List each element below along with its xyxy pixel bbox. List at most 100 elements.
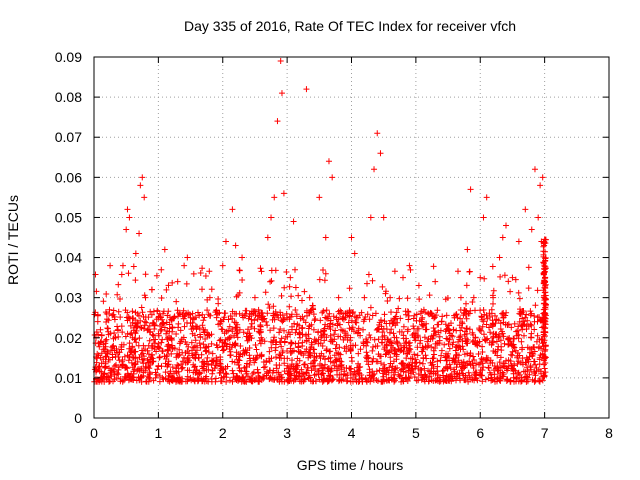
y-tick-label: 0.01: [55, 370, 82, 386]
data-point: [274, 118, 281, 125]
data-point: [145, 342, 152, 349]
roti-scatter-cloud: [91, 236, 549, 385]
y-tick-label: 0.08: [55, 89, 82, 105]
data-point: [377, 150, 384, 157]
data-point: [136, 230, 143, 237]
data-point: [387, 294, 394, 301]
data-point: [303, 86, 310, 93]
data-point: [174, 278, 181, 285]
data-point: [499, 234, 506, 241]
x-tick-label: 6: [476, 425, 484, 441]
data-point: [168, 350, 175, 357]
data-point: [509, 274, 516, 281]
y-tick-label: 0.09: [55, 49, 82, 65]
data-point: [335, 294, 342, 301]
data-point: [457, 294, 464, 301]
y-tick-label: 0.02: [55, 330, 82, 346]
data-point: [229, 206, 236, 213]
data-point: [480, 214, 487, 221]
data-point: [503, 222, 509, 229]
chart-title: Day 335 of 2016, Rate Of TEC Index for r…: [184, 18, 516, 34]
data-point: [184, 254, 191, 261]
data-point: [132, 250, 139, 257]
data-point: [490, 294, 497, 301]
data-point: [268, 214, 275, 221]
data-point: [278, 90, 285, 97]
data-point: [284, 314, 291, 321]
data-point: [115, 366, 122, 373]
x-tick-label: 0: [90, 425, 98, 441]
data-point: [239, 254, 246, 261]
data-point: [226, 334, 233, 341]
data-point: [351, 250, 358, 257]
data-point: [531, 166, 538, 173]
data-point: [309, 302, 316, 309]
data-point: [245, 334, 252, 341]
data-point: [348, 234, 355, 241]
roti-background-marks: [91, 236, 549, 385]
x-tick-label: 8: [605, 425, 613, 441]
data-point: [181, 262, 188, 269]
data-point: [371, 166, 378, 173]
data-point: [464, 246, 471, 253]
data-point: [419, 314, 426, 321]
data-point: [139, 174, 146, 181]
data-point: [432, 278, 439, 285]
x-tick-label: 5: [412, 425, 420, 441]
data-point: [129, 334, 136, 341]
data-point: [393, 334, 400, 341]
data-point: [470, 294, 477, 301]
data-point: [438, 318, 445, 325]
data-point: [374, 130, 381, 137]
data-point: [541, 314, 548, 321]
data-point: [483, 194, 490, 201]
data-point: [528, 226, 535, 233]
data-point: [206, 294, 213, 301]
data-point: [316, 194, 323, 201]
data-point: [477, 274, 484, 281]
data-point: [539, 174, 546, 181]
data-point: [306, 294, 313, 301]
data-point: [290, 218, 297, 225]
data-point: [467, 186, 474, 193]
y-tick-label: 0.04: [55, 250, 82, 266]
x-tick-label: 2: [219, 425, 227, 441]
axis-ticks: [93, 56, 610, 419]
data-point: [258, 314, 265, 321]
data-point: [400, 274, 406, 281]
data-point: [94, 350, 101, 357]
data-point: [297, 334, 303, 341]
data-point: [445, 350, 452, 357]
data-point: [325, 158, 332, 165]
y-tick-label: 0.03: [55, 290, 82, 306]
data-point: [535, 214, 542, 221]
data-point: [213, 354, 220, 361]
roti-data-points: [94, 58, 548, 373]
data-point: [406, 262, 413, 269]
data-point: [232, 242, 239, 249]
data-point: [219, 262, 226, 269]
data-point: [367, 214, 374, 221]
data-point: [187, 314, 194, 321]
data-point: [235, 350, 242, 357]
data-point: [380, 214, 387, 221]
y-axis-label: ROTI / TECUs: [5, 195, 21, 285]
data-point: [124, 206, 131, 213]
data-point: [165, 334, 172, 341]
x-tick-label: 4: [348, 425, 356, 441]
data-point: [194, 342, 200, 349]
data-point: [141, 194, 148, 201]
data-point: [155, 314, 162, 321]
data-point: [107, 262, 114, 269]
data-point: [515, 238, 522, 245]
data-point: [264, 234, 271, 241]
x-axis-label: GPS time / hours: [297, 457, 404, 473]
x-tick-label: 3: [283, 425, 291, 441]
data-point: [102, 358, 109, 365]
data-point: [412, 334, 419, 341]
data-point: [287, 274, 294, 281]
data-point: [251, 294, 258, 301]
data-point: [271, 194, 278, 201]
